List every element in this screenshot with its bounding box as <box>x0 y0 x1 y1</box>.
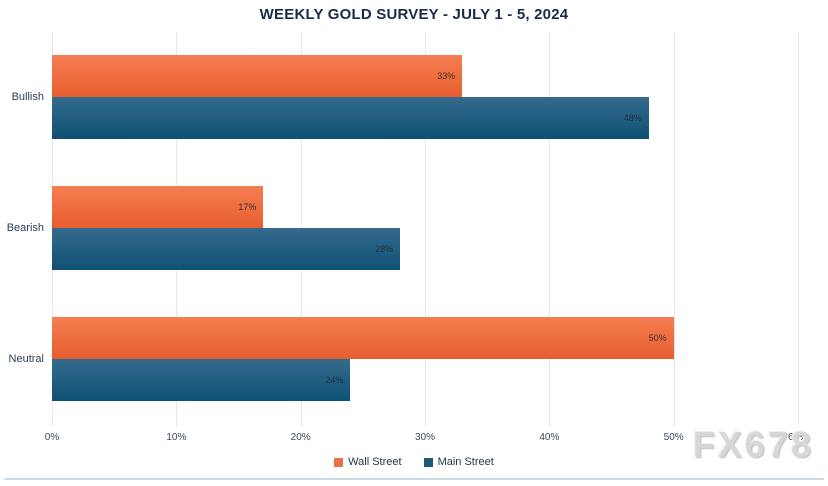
category-label-neutral: Neutral <box>8 353 44 365</box>
bar-value-label: 33% <box>437 71 456 81</box>
bar-wall-street-neutral: 50% <box>52 317 674 359</box>
plot-area: 33% 48% 17% 28% 50% 24% <box>52 32 799 426</box>
gridline-30% <box>425 32 426 426</box>
legend-item-main-street: Main Street <box>423 456 494 468</box>
x-tick-label-50%: 50% <box>663 432 684 443</box>
legend-label-wall-street: Wall Street <box>348 456 402 468</box>
bar-value-label: 50% <box>648 333 667 343</box>
bar-group-neutral: 50% 24% <box>52 317 798 401</box>
x-tick-label-0%: 0% <box>44 432 60 443</box>
x-tick-label-10%: 10% <box>166 432 187 443</box>
bar-value-label: 28% <box>375 244 394 254</box>
gridline-50% <box>673 32 675 426</box>
bar-value-label: 48% <box>623 113 642 123</box>
x-tick-label-40%: 40% <box>539 432 560 443</box>
main-street-swatch-icon <box>423 457 433 467</box>
gridline-60% <box>798 32 799 426</box>
bottom-divider <box>4 478 824 480</box>
legend-item-wall-street: Wall Street <box>334 456 402 468</box>
category-label-bullish: Bullish <box>11 91 44 103</box>
category-label-bearish: Bearish <box>6 222 44 234</box>
x-tick-label-60%: 60% <box>787 432 809 443</box>
bar-main-street-bullish: 48% <box>52 97 649 139</box>
bar-group-bearish: 17% 28% <box>52 186 798 270</box>
legend-label-main-street: Main Street <box>437 456 494 468</box>
chart-title: WEEKLY GOLD SURVEY - JULY 1 - 5, 2024 <box>259 6 569 23</box>
x-tick-label-30%: 30% <box>414 432 436 443</box>
bar-wall-street-bullish: 33% <box>52 55 463 97</box>
bar-main-street-bearish: 28% <box>52 228 401 270</box>
bar-value-label: 17% <box>238 202 257 212</box>
bar-group-bullish: 33% 48% <box>52 55 798 139</box>
bar-wall-street-bearish: 17% <box>52 186 264 228</box>
legend: Wall Street Main Street <box>0 456 828 468</box>
gridline-40% <box>549 32 551 426</box>
bar-main-street-neutral: 24% <box>52 359 351 401</box>
x-tick-label-20%: 20% <box>290 432 311 443</box>
wall-street-swatch-icon <box>334 457 344 467</box>
bar-value-label: 24% <box>325 375 344 385</box>
